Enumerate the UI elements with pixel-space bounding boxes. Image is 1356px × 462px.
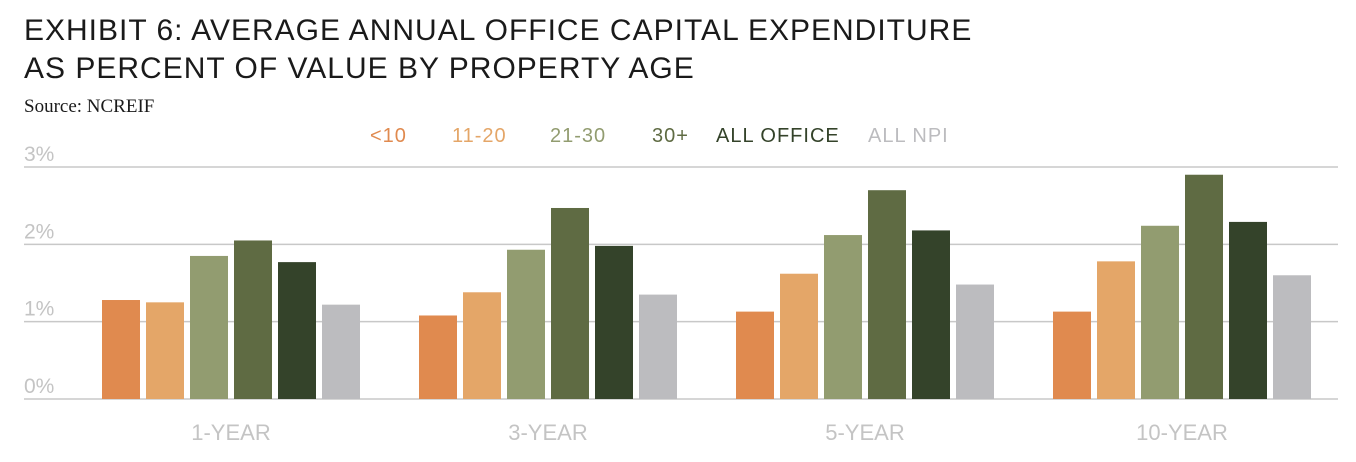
legend-item: 11-20: [452, 125, 507, 147]
legend: <10 11-20 21-30 30+ ALL OFFICE ALL NPI: [370, 125, 949, 147]
bar: [1229, 221, 1267, 399]
bar: [956, 284, 994, 399]
y-axis-ticks: 0% 1% 2% 3%: [24, 143, 54, 398]
chart-title: EXHIBIT 6: AVERAGE ANNUAL OFFICE CAPITAL…: [24, 12, 972, 88]
bar: [146, 302, 184, 399]
x-tick-label: 5-YEAR: [825, 420, 904, 445]
bar: [322, 304, 360, 399]
x-tick-label: 1-YEAR: [191, 420, 270, 445]
chart-title-line-1: EXHIBIT 6: AVERAGE ANNUAL OFFICE CAPITAL…: [24, 14, 973, 47]
y-tick-label: 0%: [24, 375, 54, 398]
bar: [1053, 311, 1091, 399]
bar: [780, 273, 818, 399]
legend-item: ALL NPI: [868, 125, 949, 147]
bar: [736, 311, 774, 399]
bar: [551, 207, 589, 399]
bar: [190, 255, 228, 399]
bar: [463, 292, 501, 399]
source-note: Source: NCREIF: [24, 96, 155, 117]
y-tick-label: 3%: [24, 143, 54, 166]
legend-item: 30+: [652, 125, 689, 147]
bar: [1185, 174, 1223, 399]
bar: [1273, 275, 1311, 399]
bar: [234, 240, 272, 399]
bar: [824, 235, 862, 399]
bars: [102, 174, 1311, 399]
bar: [507, 249, 545, 399]
legend-item: 21-30: [550, 125, 606, 147]
legend-item: <10: [370, 125, 407, 147]
x-axis-labels: 1-YEAR 3-YEAR 5-YEAR 10-YEAR: [191, 420, 1228, 445]
y-tick-label: 2%: [24, 220, 54, 243]
bar: [1141, 225, 1179, 399]
x-tick-label: 3-YEAR: [508, 420, 587, 445]
y-tick-label: 1%: [24, 298, 54, 321]
x-tick-label: 10-YEAR: [1136, 420, 1228, 445]
bar: [102, 300, 140, 399]
bar: [419, 315, 457, 399]
bar: [595, 245, 633, 399]
bar: [639, 294, 677, 399]
bar: [912, 230, 950, 399]
chart-title-line-2: AS PERCENT OF VALUE BY PROPERTY AGE: [24, 52, 695, 85]
bar: [278, 262, 316, 399]
legend-item: ALL OFFICE: [716, 125, 840, 147]
bar: [868, 190, 906, 399]
bar: [1097, 261, 1135, 399]
